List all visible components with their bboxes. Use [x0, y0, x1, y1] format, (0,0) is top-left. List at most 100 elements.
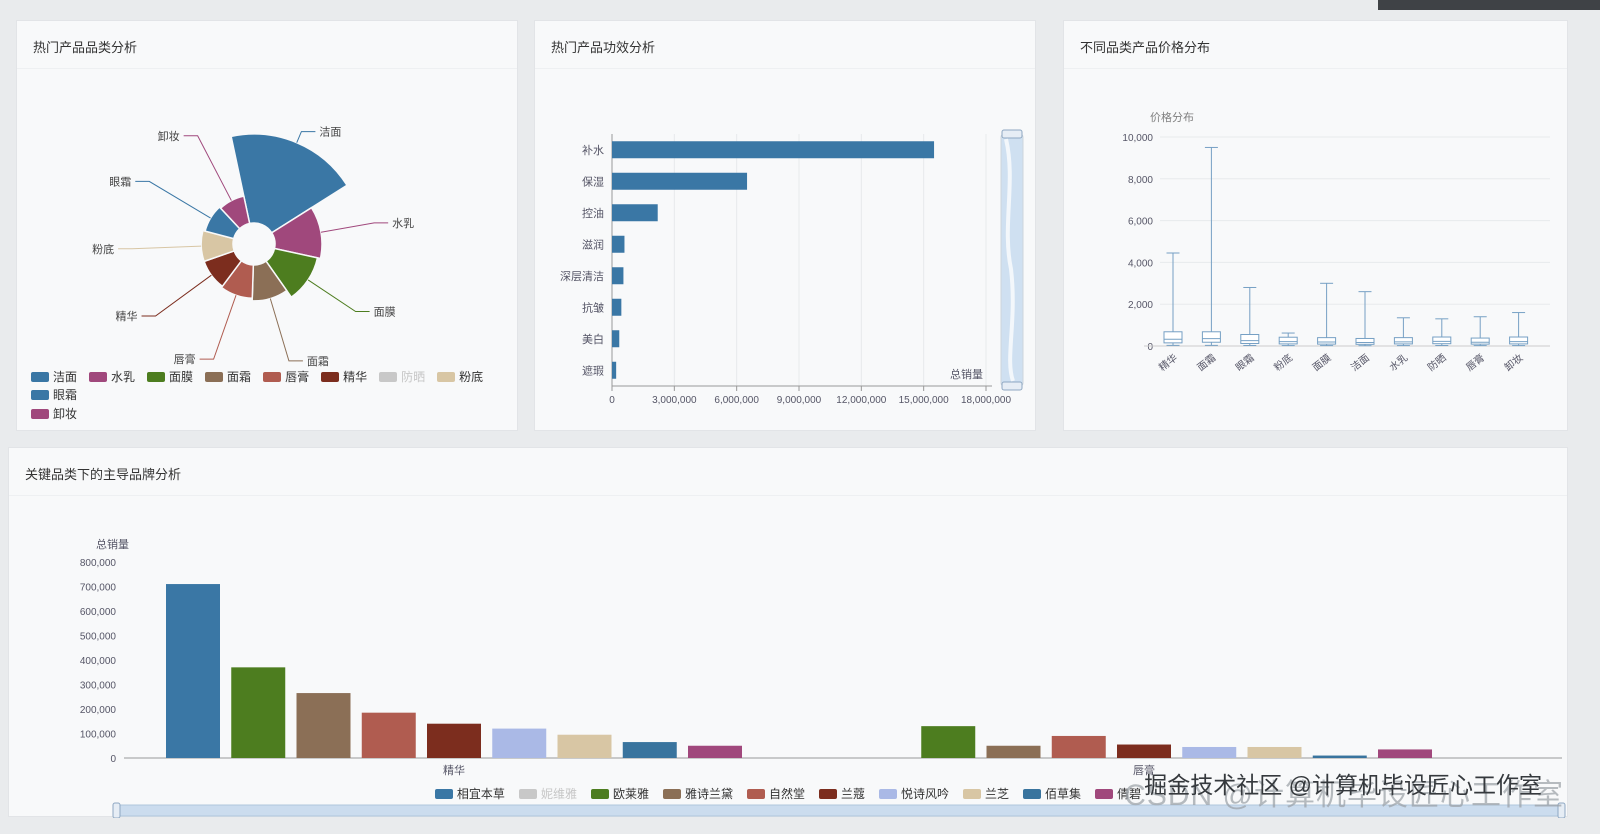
- bar-唇膏-佰草集[interactable]: [1312, 755, 1367, 758]
- legend-label: 兰芝: [985, 787, 1010, 801]
- bar-唇膏-倩碧[interactable]: [1378, 749, 1432, 758]
- y-category-label: 保湿: [582, 174, 604, 188]
- rose-label: 粉底: [92, 242, 114, 256]
- x-category-label: 唇膏: [1463, 351, 1487, 374]
- efficacy-bar-chart-canvas[interactable]: 0 3,000,000 6,000,000 9,000,000 12,000,000 15…: [535, 21, 1037, 432]
- box-精华[interactable]: [1163, 331, 1183, 344]
- bar-唇膏-兰蔻[interactable]: [1117, 744, 1171, 758]
- rose-sector-粉底[interactable]: [200, 229, 236, 263]
- bar-精华-兰芝[interactable]: [557, 734, 612, 758]
- legend-chip: [147, 372, 166, 382]
- legend-item-雅诗兰黛[interactable]: 雅诗兰黛: [662, 788, 733, 800]
- legend-item-唇膏[interactable]: 唇膏: [263, 371, 309, 383]
- bar-精华-自然堂[interactable]: [361, 712, 416, 758]
- legend-label: 洁面: [53, 370, 78, 384]
- rose-sector-卸妆[interactable]: [219, 195, 251, 230]
- x-category-label: 唇膏: [1133, 763, 1155, 777]
- bar-深层清洁[interactable]: [612, 267, 624, 285]
- rose-label-line: [320, 222, 389, 233]
- legend-chip: [31, 390, 49, 400]
- legend-item-精华[interactable]: 精华: [321, 371, 367, 383]
- rose-sector-唇膏[interactable]: [220, 259, 255, 299]
- box-面霜[interactable]: [1201, 331, 1221, 343]
- legend-item-佰草集[interactable]: 佰草集: [1023, 788, 1081, 800]
- price-boxplot-canvas[interactable]: 0 2,000 4,000 6,000 8,000 10,000 价格分布精华 面霜 眼霜 粉底面…: [1064, 21, 1569, 432]
- datazoom-handle-top[interactable]: [1001, 129, 1023, 139]
- bar-唇膏-悦诗风吟[interactable]: [1182, 746, 1237, 758]
- legend-item-面霜[interactable]: 面霜: [205, 371, 251, 383]
- rose-label-line: [296, 131, 316, 143]
- legend-item-倩碧[interactable]: 倩碧: [1095, 788, 1141, 800]
- legend-item-相宜本草[interactable]: 相宜本草: [434, 788, 505, 800]
- box-面膜[interactable]: [1317, 337, 1337, 345]
- datazoom-handle-right[interactable]: [1557, 802, 1566, 818]
- legend-item-粉底[interactable]: 粉底: [437, 371, 483, 383]
- bar-精华-相宜本草[interactable]: [166, 584, 220, 758]
- legend-item-兰蔻[interactable]: 兰蔻: [819, 788, 865, 800]
- bar-精华-雅诗兰黛[interactable]: [296, 693, 351, 758]
- datazoom-handle-bottom[interactable]: [1001, 381, 1023, 391]
- panel-efficacy-analysis: 热门产品功效分析 0 3,000,000 6,000,000 9,000,000 12,…: [534, 20, 1036, 431]
- legend-item-眼霜[interactable]: 眼霜: [31, 389, 77, 401]
- box-洁面[interactable]: [1355, 337, 1375, 345]
- rose-sector-眼霜[interactable]: [204, 205, 241, 240]
- bar-精华-兰蔻[interactable]: [427, 723, 481, 758]
- legend-item-兰芝[interactable]: 兰芝: [963, 788, 1009, 800]
- legend-label: 自然堂: [768, 787, 805, 801]
- bar-遮瑕[interactable]: [612, 361, 617, 379]
- x-category-label: 精华: [443, 763, 465, 777]
- rose-sector-面膜[interactable]: [265, 247, 319, 299]
- chart-title: 价格分布: [1150, 110, 1194, 124]
- legend-item-洁面[interactable]: 洁面: [31, 371, 77, 383]
- rose-label: 洁面: [319, 126, 341, 139]
- box-水乳[interactable]: [1393, 337, 1413, 345]
- box-粉底[interactable]: [1278, 336, 1298, 345]
- bar-唇膏-兰芝[interactable]: [1247, 746, 1302, 758]
- box-眼霜[interactable]: [1240, 334, 1260, 344]
- datazoom-data-shadow: [1004, 138, 1015, 382]
- bar-美白[interactable]: [612, 330, 620, 348]
- box-唇膏[interactable]: [1470, 337, 1490, 345]
- bar-滋润[interactable]: [612, 235, 625, 253]
- bar-精华-悦诗风吟[interactable]: [492, 728, 547, 758]
- bar-抗皱[interactable]: [612, 298, 622, 316]
- bar-精华-佰草集[interactable]: [622, 742, 677, 758]
- rose-label: 眼霜: [109, 175, 131, 188]
- legend-item-水乳[interactable]: 水乳: [89, 371, 135, 383]
- legend-label: 悦诗风吟: [901, 787, 950, 801]
- legend-item-卸妆[interactable]: 卸妆: [31, 408, 77, 420]
- legend-item-自然堂[interactable]: 自然堂: [746, 787, 805, 801]
- datazoom-slider-track[interactable]: [115, 804, 1563, 817]
- rose-sector-水乳[interactable]: [270, 206, 323, 260]
- bar-唇膏-雅诗兰黛[interactable]: [986, 745, 1041, 758]
- legend-item-欧莱雅[interactable]: 欧莱雅: [590, 788, 649, 800]
- legend-chip: [437, 372, 456, 382]
- y-category-label: 遮瑕: [582, 363, 604, 377]
- box-卸妆[interactable]: [1509, 336, 1529, 345]
- bar-保湿[interactable]: [612, 172, 748, 190]
- legend-chip: [434, 789, 453, 799]
- rose-label-line: [307, 279, 370, 313]
- y-tick-label: 300,000: [80, 681, 117, 692]
- bar-补水[interactable]: [612, 141, 935, 159]
- rose-sector-面霜[interactable]: [251, 260, 288, 302]
- x-category-label: 防晒: [1425, 351, 1449, 374]
- bar-唇膏-自然堂[interactable]: [1051, 735, 1106, 758]
- bar-精华-倩碧[interactable]: [688, 745, 742, 758]
- x-category-label: 面膜: [1310, 352, 1333, 374]
- bar-唇膏-欧莱雅[interactable]: [921, 726, 976, 758]
- legend-item-防晒[interactable]: 防晒: [379, 371, 425, 383]
- bar-控油[interactable]: [612, 204, 658, 222]
- rose-sector-洁面[interactable]: [230, 133, 349, 234]
- legend-item-悦诗风吟[interactable]: 悦诗风吟: [879, 788, 949, 800]
- legend-item-妮维雅[interactable]: 妮维雅: [518, 788, 577, 800]
- brand-bar-chart-canvas[interactable]: 0 100,000 200,000 300,000 400,000 500,000 600,…: [9, 448, 1569, 818]
- bar-精华-欧莱雅[interactable]: [231, 667, 286, 758]
- legend-item-面膜[interactable]: 面膜: [147, 371, 193, 383]
- rose-label: 面膜: [374, 306, 396, 319]
- datazoom-handle-left[interactable]: [112, 802, 121, 818]
- box-防晒[interactable]: [1432, 336, 1452, 345]
- rose-label-line: [135, 180, 211, 219]
- legend-chip: [31, 409, 49, 419]
